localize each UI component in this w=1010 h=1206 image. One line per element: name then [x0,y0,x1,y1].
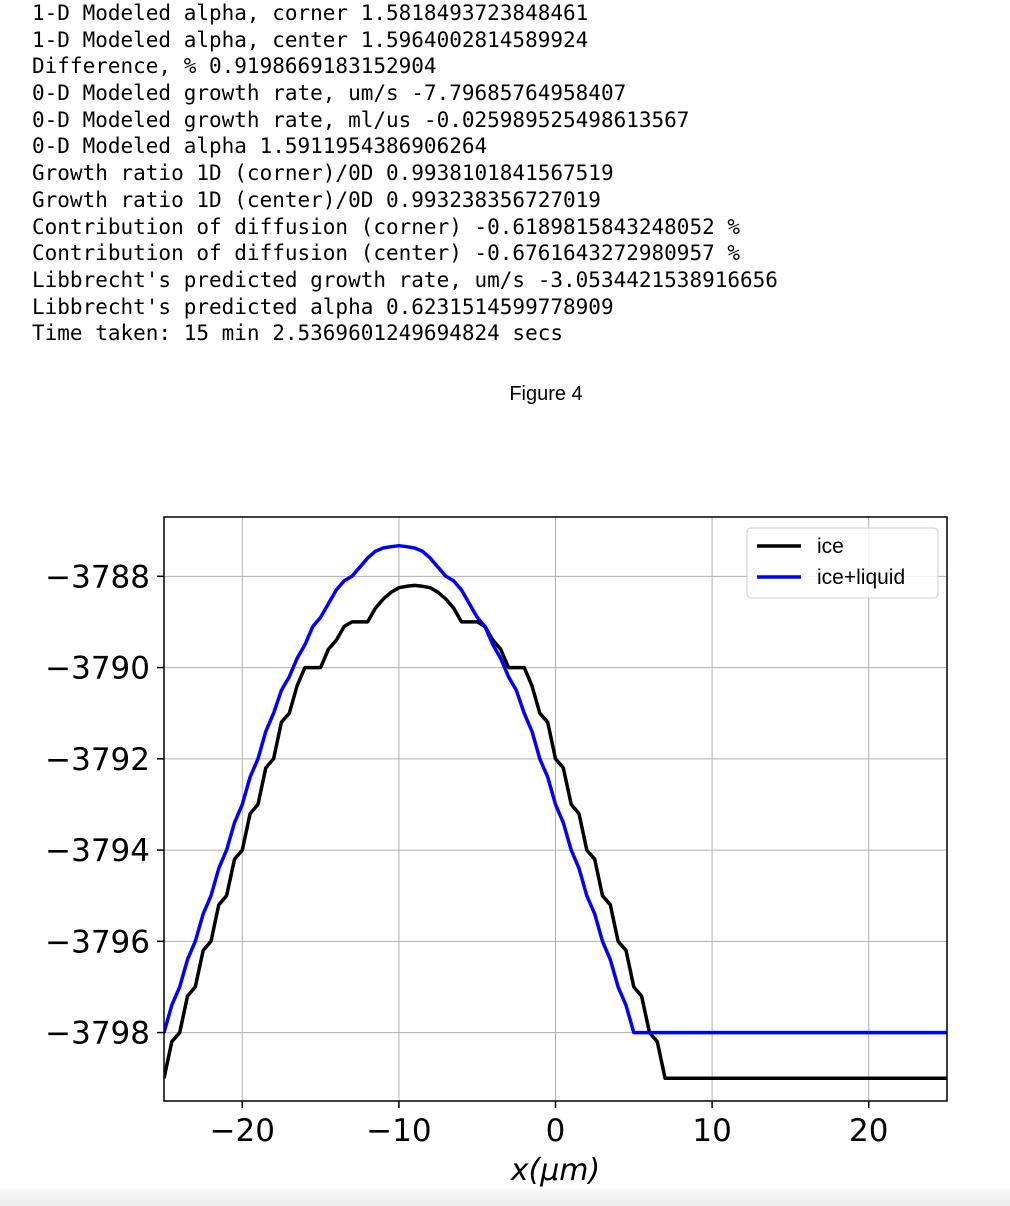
figure-title: Figure 4 [509,383,583,405]
console-line: Time taken: 15 min 2.5369601249694824 se… [32,321,564,346]
bottom-edge [0,1188,1010,1206]
console-line: Difference, % 0.9198669183152904 [32,54,437,79]
x-tick-label: 0 [546,1113,566,1149]
y-tick-label: −3792 [45,742,150,778]
x-tick-label: 20 [849,1113,888,1149]
x-tick-label: −10 [366,1113,431,1149]
series-line-ice [164,583,947,1080]
console-line: Libbrecht's predicted alpha 0.6231514599… [32,294,614,319]
x-axis-label: x(μm) [510,1153,600,1188]
console-line: Growth ratio 1D (corner)/0D 0.9938101841… [32,161,614,186]
console-line: Contribution of diffusion (center) -0.67… [32,241,741,266]
console-line: Contribution of diffusion (corner) -0.61… [32,214,741,239]
console-line: 0-D Modeled growth rate, ml/us -0.025989… [32,107,690,132]
y-tick-label: −3790 [45,651,150,687]
console-line: Growth ratio 1D (center)/0D 0.9932383567… [32,187,601,212]
console-line: 1-D Modeled alpha, corner 1.581849372384… [32,1,589,25]
console-line: 1-D Modeled alpha, center 1.596400281458… [32,27,589,52]
x-tick-label: 10 [692,1113,731,1149]
x-tick-label: −20 [210,1113,275,1149]
console-line: Libbrecht's predicted growth rate, um/s … [32,267,778,292]
y-tick-label: −3794 [45,833,150,869]
console-line: 0-D Modeled growth rate, um/s -7.7968576… [32,81,627,106]
console-output: 1-D Modeled alpha, corner 1.581849372384… [32,0,778,347]
y-tick-label: −3798 [45,1016,150,1052]
legend-label: ice [817,535,844,558]
legend-label: ice+liquid [817,566,905,589]
console-line: 0-D Modeled alpha 1.5911954386906264 [32,134,488,159]
series-line-ice-liquid [164,543,947,1035]
y-tick-label: −3788 [45,559,150,595]
y-tick-label: −3796 [45,924,150,960]
